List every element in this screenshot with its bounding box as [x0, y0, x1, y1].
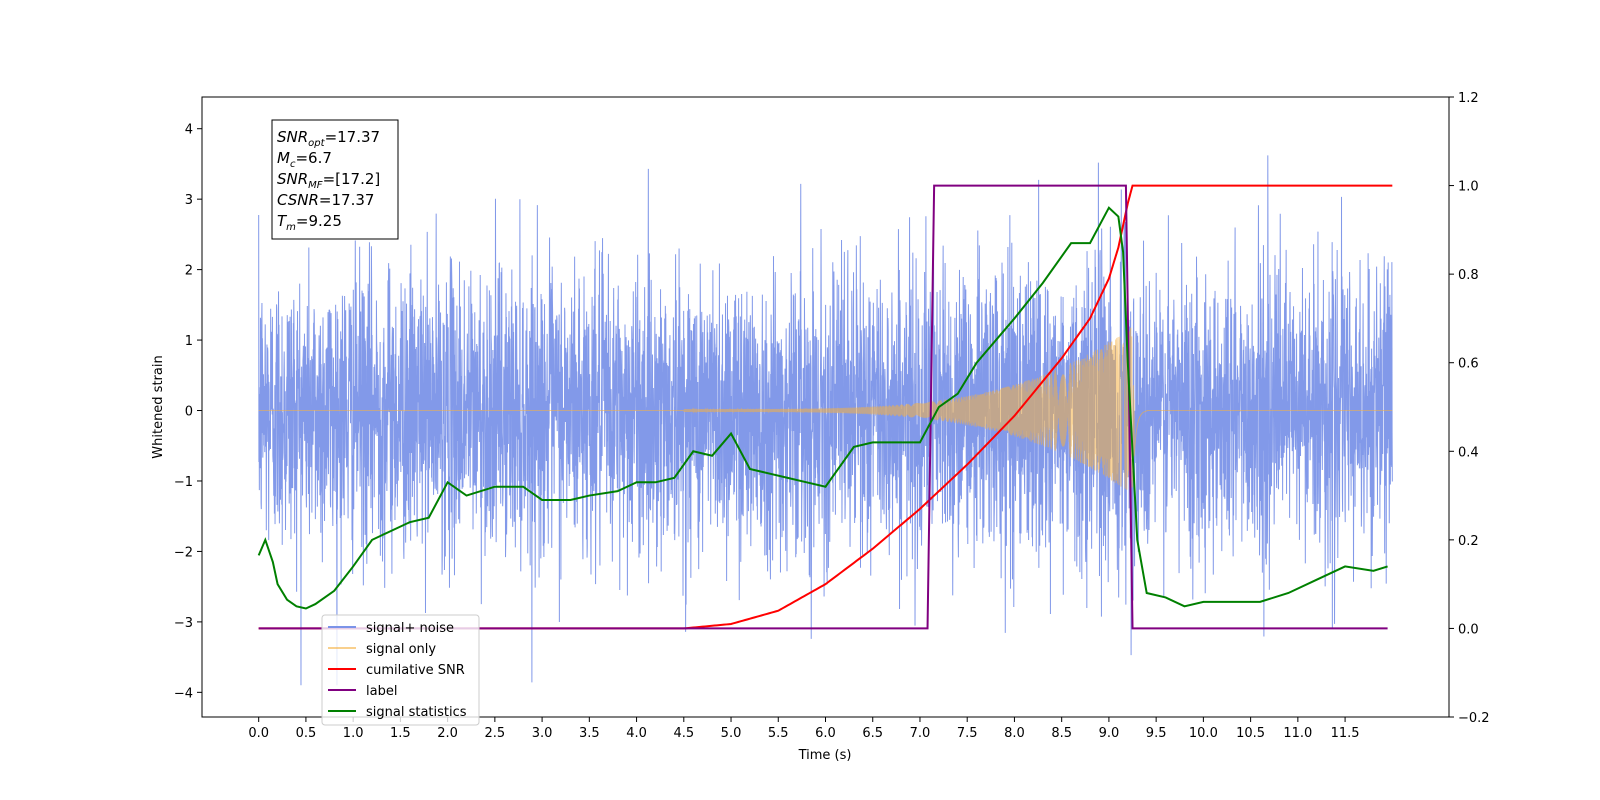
x-tick-label: 2.5 — [485, 726, 506, 741]
series-signal-noise — [258, 155, 1393, 686]
x-tick-label: 4.5 — [673, 726, 694, 741]
x-tick-label: 10.5 — [1236, 726, 1265, 741]
y-left-tick-label: 1 — [185, 334, 193, 349]
x-tick-label: 7.5 — [957, 726, 978, 741]
y-axis-right: −0.2 0.0 0.2 0.4 0.6 0.8 1.0 1.2 — [1449, 91, 1490, 726]
x-tick-label: 8.5 — [1051, 726, 1072, 741]
x-tick-label: 6.0 — [815, 726, 836, 741]
x-tick-label: 11.5 — [1331, 726, 1360, 741]
legend-label: signal+ noise — [366, 621, 454, 636]
legend-label: label — [366, 684, 397, 699]
series-label — [258, 184, 1388, 630]
y-left-tick-label: 0 — [185, 405, 193, 420]
x-tick-label: 9.5 — [1146, 726, 1167, 741]
y-axis-title: Whitened strain — [151, 355, 166, 458]
y-right-tick-label: −0.2 — [1458, 711, 1490, 726]
legend-label: cumilative SNR — [366, 663, 465, 678]
legend-label: signal statistics — [366, 705, 467, 720]
x-axis: 0.0 0.5 1.0 1.5 2.0 2.5 3.0 3.5 4.0 4.5 5.0 5.5 6.0 6… — [248, 717, 1360, 741]
y-left-tick-label: −2 — [174, 545, 193, 560]
y-right-tick-label: 0.0 — [1458, 622, 1479, 637]
x-tick-label: 1.5 — [390, 726, 411, 741]
y-left-tick-label: −3 — [174, 616, 193, 631]
annotation-line: SNRopt=17.37 — [277, 128, 380, 149]
x-tick-label: 6.5 — [862, 726, 883, 741]
y-left-tick-label: −4 — [174, 686, 193, 701]
y-right-tick-label: 0.4 — [1458, 445, 1479, 460]
series-signal-only — [258, 327, 1393, 494]
x-tick-label: 7.0 — [910, 726, 931, 741]
x-tick-label: 4.0 — [626, 726, 647, 741]
x-tick-label: 3.0 — [532, 726, 553, 741]
annotation-frame — [271, 119, 399, 240]
legend-label: signal only — [366, 642, 436, 657]
annotation-line: CSNR=17.37 — [277, 191, 374, 209]
y-right-tick-label: 0.6 — [1458, 357, 1479, 372]
annotation-line: SNRMF=[17.2] — [277, 170, 380, 191]
x-tick-label: 10.0 — [1189, 726, 1218, 741]
y-right-tick-label: 0.2 — [1458, 534, 1479, 549]
y-axis-left: −4 −3 −2 −1 0 1 2 3 4 — [174, 123, 202, 701]
x-axis-title: Time (s) — [798, 748, 852, 763]
x-tick-label: 1.0 — [343, 726, 364, 741]
x-tick-label: 2.0 — [437, 726, 458, 741]
series-signal-statistics — [257, 206, 1388, 610]
y-right-tick-label: 1.0 — [1458, 180, 1479, 195]
y-right-tick-label: 1.2 — [1458, 91, 1479, 106]
x-tick-label: 11.0 — [1283, 726, 1312, 741]
x-tick-label: 3.5 — [579, 726, 600, 741]
legend: signal+ noise signal only cumilative SNR la… — [321, 614, 480, 726]
annotation-line: Mc=6.7 — [277, 149, 332, 170]
x-tick-label: 5.0 — [721, 726, 742, 741]
legend-frame — [321, 614, 480, 726]
y-left-tick-label: 2 — [185, 264, 193, 279]
x-tick-label: 5.5 — [768, 726, 789, 741]
annotation-line: Tm=9.25 — [277, 212, 342, 233]
x-tick-label: 8.0 — [1004, 726, 1025, 741]
x-tick-label: 9.0 — [1099, 726, 1120, 741]
y-left-tick-label: −1 — [174, 475, 193, 490]
series-cumulative-snr — [258, 184, 1393, 630]
plot-series — [257, 155, 1393, 686]
y-left-tick-label: 4 — [185, 123, 193, 138]
annotation-box: SNRopt=17.37Mc=6.7SNRMF=[17.2]CSNR=17.37… — [271, 119, 399, 240]
x-tick-label: 0.0 — [248, 726, 269, 741]
x-tick-label: 0.5 — [296, 726, 317, 741]
y-left-tick-label: 3 — [185, 193, 193, 208]
y-right-tick-label: 0.8 — [1458, 268, 1479, 283]
